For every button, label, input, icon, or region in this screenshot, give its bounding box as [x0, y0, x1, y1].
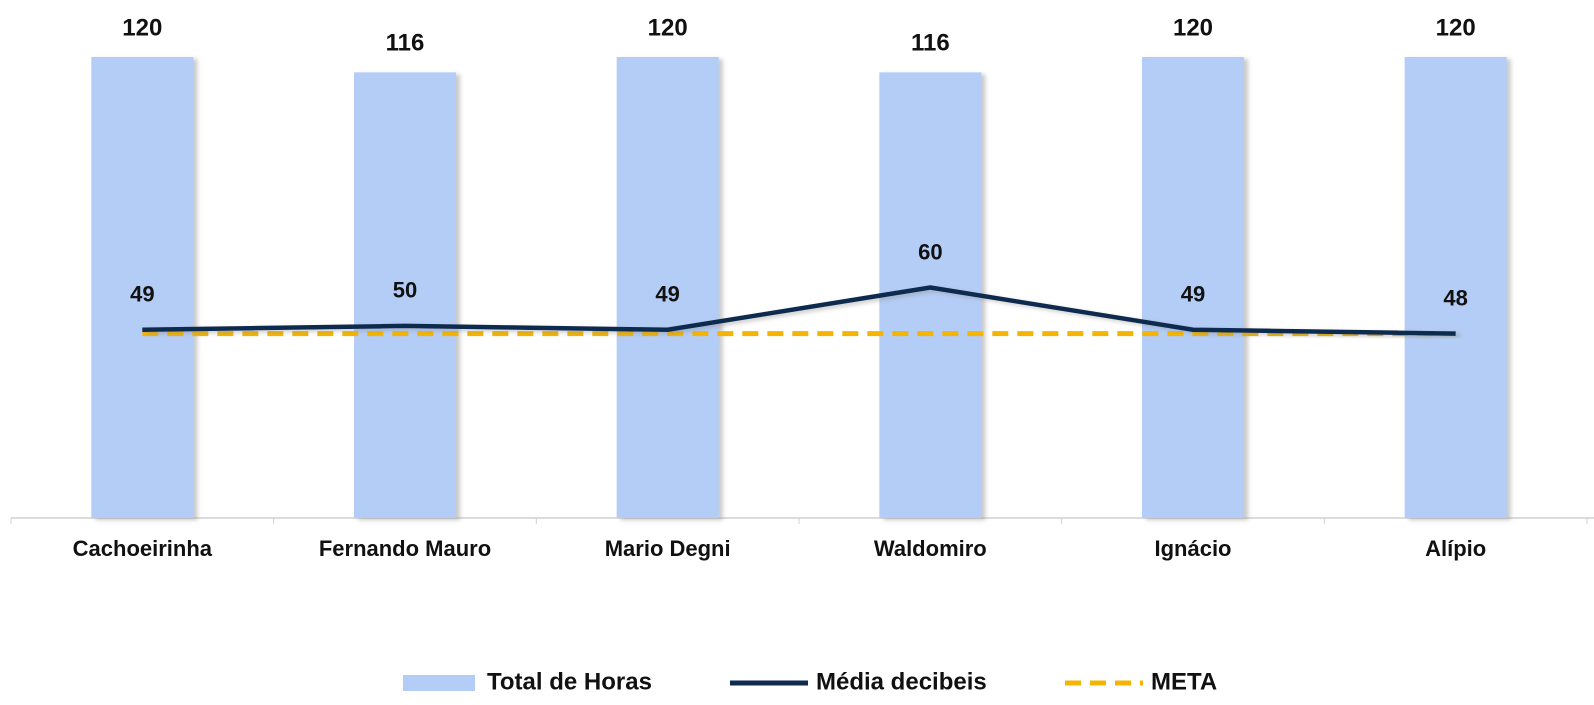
- x-tick-label: Cachoeirinha: [73, 536, 213, 561]
- line: [142, 285, 1456, 336]
- bar: [616, 57, 719, 518]
- bar-label: 120: [648, 14, 688, 41]
- legend-label: Total de Horas: [487, 668, 652, 695]
- point-label: 50: [393, 278, 417, 303]
- point-label: 48: [1443, 285, 1467, 310]
- x-tick-label: Fernando Mauro: [319, 536, 491, 561]
- legend-swatch: [403, 675, 475, 691]
- bar-label: 120: [1173, 14, 1213, 41]
- point-label: 49: [130, 282, 154, 307]
- bar-label: 120: [1436, 14, 1476, 41]
- bar: [91, 57, 194, 518]
- bar-label: 116: [386, 30, 425, 57]
- point-label: 49: [1181, 282, 1205, 307]
- x-tick-label: Waldomiro: [874, 536, 987, 561]
- x-tick-label: Ignácio: [1154, 536, 1231, 561]
- x-tick-label: Mario Degni: [605, 536, 731, 561]
- bar: [1404, 57, 1507, 518]
- legend-label: META: [1151, 668, 1217, 695]
- legend-label: Média decibeis: [816, 668, 987, 695]
- bar: [1142, 57, 1244, 518]
- point-label: 49: [655, 282, 679, 307]
- x-tick-label: Alípio: [1425, 536, 1486, 561]
- bar-label: 120: [122, 14, 162, 41]
- bar-label: 116: [911, 30, 950, 57]
- bar: [354, 72, 456, 518]
- point-label: 60: [918, 239, 942, 264]
